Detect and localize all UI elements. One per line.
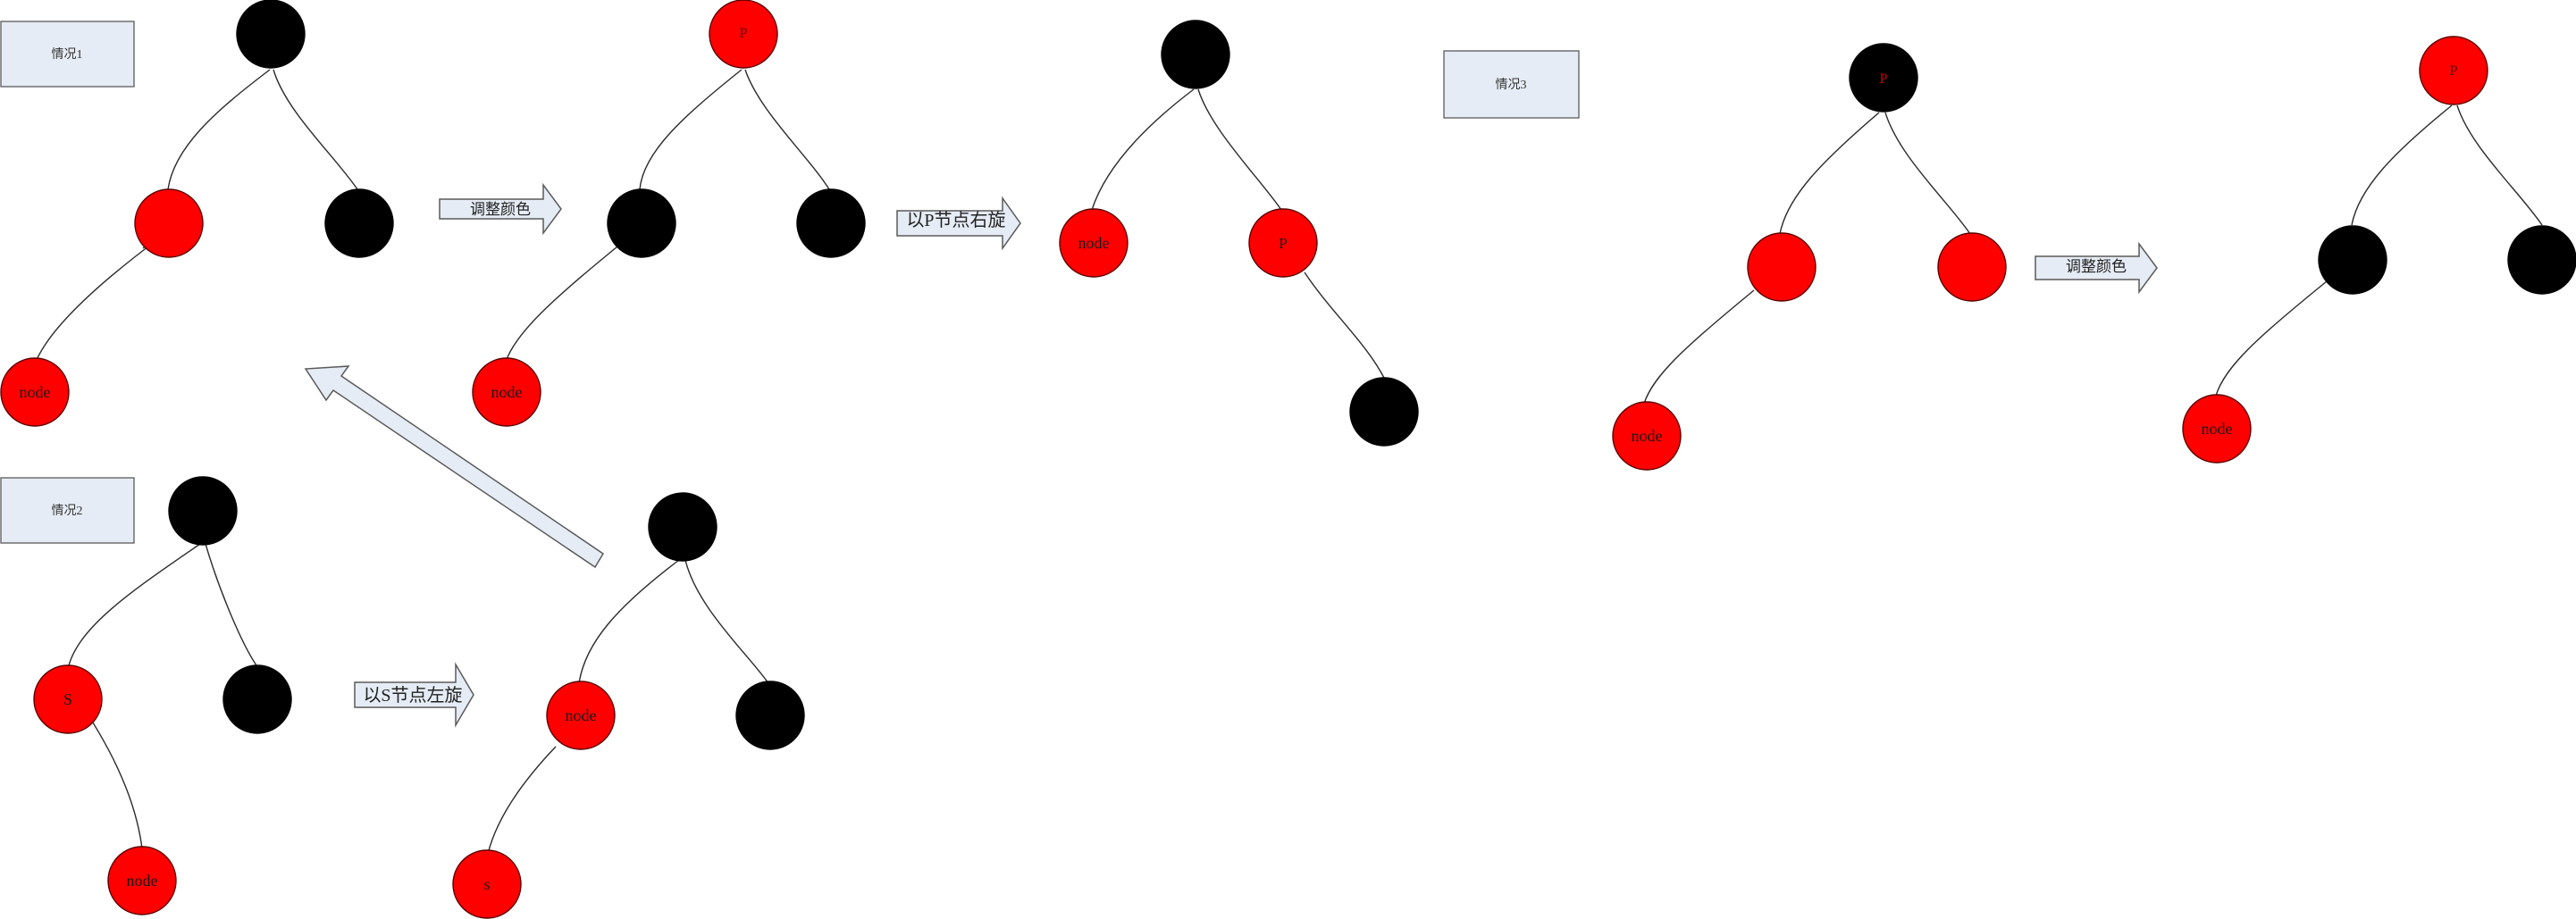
node-s-lower-label: s bbox=[483, 875, 490, 893]
tree-edge bbox=[273, 69, 358, 190]
tree-node-red bbox=[709, 0, 778, 69]
tree-edge bbox=[684, 559, 769, 684]
tree-edge bbox=[167, 69, 271, 190]
tree-edge bbox=[1091, 88, 1195, 211]
rotate-right-p-arrow: 以P节点右旋 bbox=[896, 196, 1021, 251]
node-p-label: P bbox=[1279, 235, 1287, 252]
node-label: node bbox=[491, 383, 523, 401]
case2-label-box: 情况2 bbox=[0, 477, 135, 544]
case3-label-box: 情况3 bbox=[1443, 50, 1580, 119]
tree-case2-before: S node bbox=[33, 476, 292, 915]
tree-node-red bbox=[1059, 208, 1129, 278]
arrow-label: 以S节点左旋 bbox=[363, 685, 462, 706]
tree-edge bbox=[1779, 112, 1880, 235]
rotate-left-s-arrow: 以S节点左旋 bbox=[354, 662, 474, 728]
node-label: node bbox=[1078, 234, 1110, 252]
tree-edge bbox=[205, 543, 257, 666]
tree-node-black bbox=[648, 492, 717, 562]
tree-node-black bbox=[2507, 225, 2576, 295]
tree-node-red bbox=[1747, 232, 1817, 302]
node-label: node bbox=[20, 383, 51, 401]
node-label: node bbox=[2202, 420, 2233, 438]
tree-node-red bbox=[472, 357, 541, 427]
node-s-label: S bbox=[63, 690, 72, 708]
tree-edge bbox=[1197, 88, 1282, 211]
tree-node-black bbox=[168, 476, 238, 546]
tree-edge bbox=[1884, 112, 1971, 235]
tree-node-black bbox=[222, 664, 292, 734]
tree-case1-after-recolor: P node bbox=[472, 0, 866, 427]
tree-node-red bbox=[2419, 36, 2488, 105]
tree-node-black bbox=[607, 188, 676, 258]
tree-node-red bbox=[546, 681, 616, 750]
arrow-label: 调整颜色 bbox=[2066, 258, 2127, 275]
tree-node-red bbox=[33, 664, 103, 734]
arrow-label: 以P节点右旋 bbox=[906, 210, 1005, 230]
tree-node-black bbox=[2318, 225, 2387, 295]
tree-case1-after-rotation: node P bbox=[1059, 20, 1419, 447]
tree-node-black bbox=[735, 681, 805, 750]
tree-case1-before: node bbox=[0, 0, 394, 427]
case1-label-box: 情况1 bbox=[0, 21, 135, 88]
tree-edge bbox=[1304, 272, 1386, 380]
tree-edge bbox=[505, 238, 628, 363]
tree-node-red bbox=[134, 188, 204, 258]
tree-edge bbox=[35, 238, 160, 363]
adjust-color-arrow-case3: 调整颜色 bbox=[2035, 241, 2158, 295]
adjust-color-arrow-case1: 调整颜色 bbox=[439, 182, 562, 236]
tree-edge bbox=[68, 543, 201, 666]
tree-node-black bbox=[1349, 377, 1419, 447]
tree-edge bbox=[578, 559, 680, 684]
tree-node-black bbox=[1849, 43, 1918, 113]
case2-label: 情况2 bbox=[52, 504, 83, 518]
tree-edge bbox=[639, 69, 743, 190]
tree-node-red bbox=[1248, 208, 1318, 278]
node-label: node bbox=[127, 872, 158, 890]
tree-case3-before: P node bbox=[1612, 43, 2007, 471]
arrow-label: 调整颜色 bbox=[470, 201, 531, 218]
tree-node-red bbox=[107, 846, 177, 915]
node-p-label: P bbox=[1880, 71, 1888, 87]
tree-edge bbox=[487, 746, 557, 855]
tree-case2-after-rotation: node s bbox=[452, 492, 805, 919]
tree-case3-after-recolor: P node bbox=[2182, 36, 2576, 464]
tree-node-black bbox=[1161, 20, 1230, 89]
node-p-label: P bbox=[740, 26, 748, 41]
node-p-label: P bbox=[2450, 63, 2458, 79]
tree-node-red bbox=[1612, 401, 1682, 471]
tree-edge bbox=[2351, 104, 2453, 226]
node-label: node bbox=[1632, 427, 1663, 445]
tree-node-black bbox=[236, 0, 306, 69]
tree-edge bbox=[744, 69, 830, 190]
tree-node-red bbox=[452, 849, 522, 919]
tree-edge bbox=[1643, 289, 1755, 405]
case1-label: 情况1 bbox=[52, 47, 83, 62]
tree-edge bbox=[2215, 280, 2328, 397]
tree-node-black bbox=[324, 188, 394, 258]
case3-label: 情况3 bbox=[1496, 78, 1527, 92]
tree-node-red bbox=[1937, 232, 2007, 302]
tree-edge bbox=[2456, 104, 2543, 226]
case2-to-case1-arrow bbox=[304, 365, 605, 569]
node-label: node bbox=[566, 706, 597, 724]
tree-node-black bbox=[796, 188, 866, 258]
tree-node-red bbox=[0, 357, 70, 427]
tree-node-red bbox=[2182, 394, 2252, 464]
